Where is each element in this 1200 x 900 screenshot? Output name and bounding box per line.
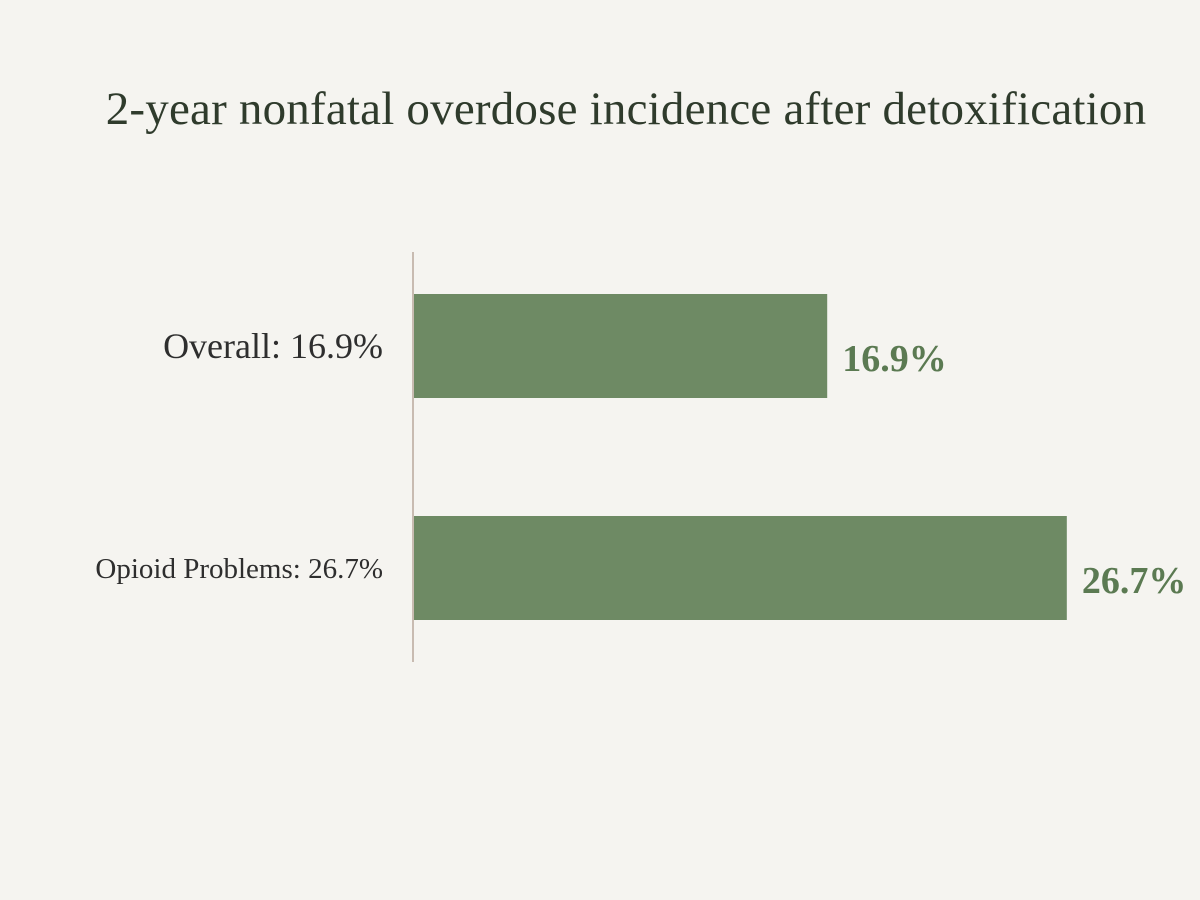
category-label: Opioid Problems: 26.7% [95,553,383,585]
value-label: 26.7% [1082,560,1187,602]
value-label: 16.9% [842,338,947,380]
category-label: Overall: 16.9% [163,326,383,366]
bar-overall [414,294,828,398]
bar-opioid-problems [414,516,1067,620]
labels-layer: Overall: 16.9% 16.9% Opioid Problems: 26.7… [95,326,1186,602]
bars-layer [414,294,1067,620]
chart-title: 2-year nonfatal overdose incidence after… [105,83,1147,135]
